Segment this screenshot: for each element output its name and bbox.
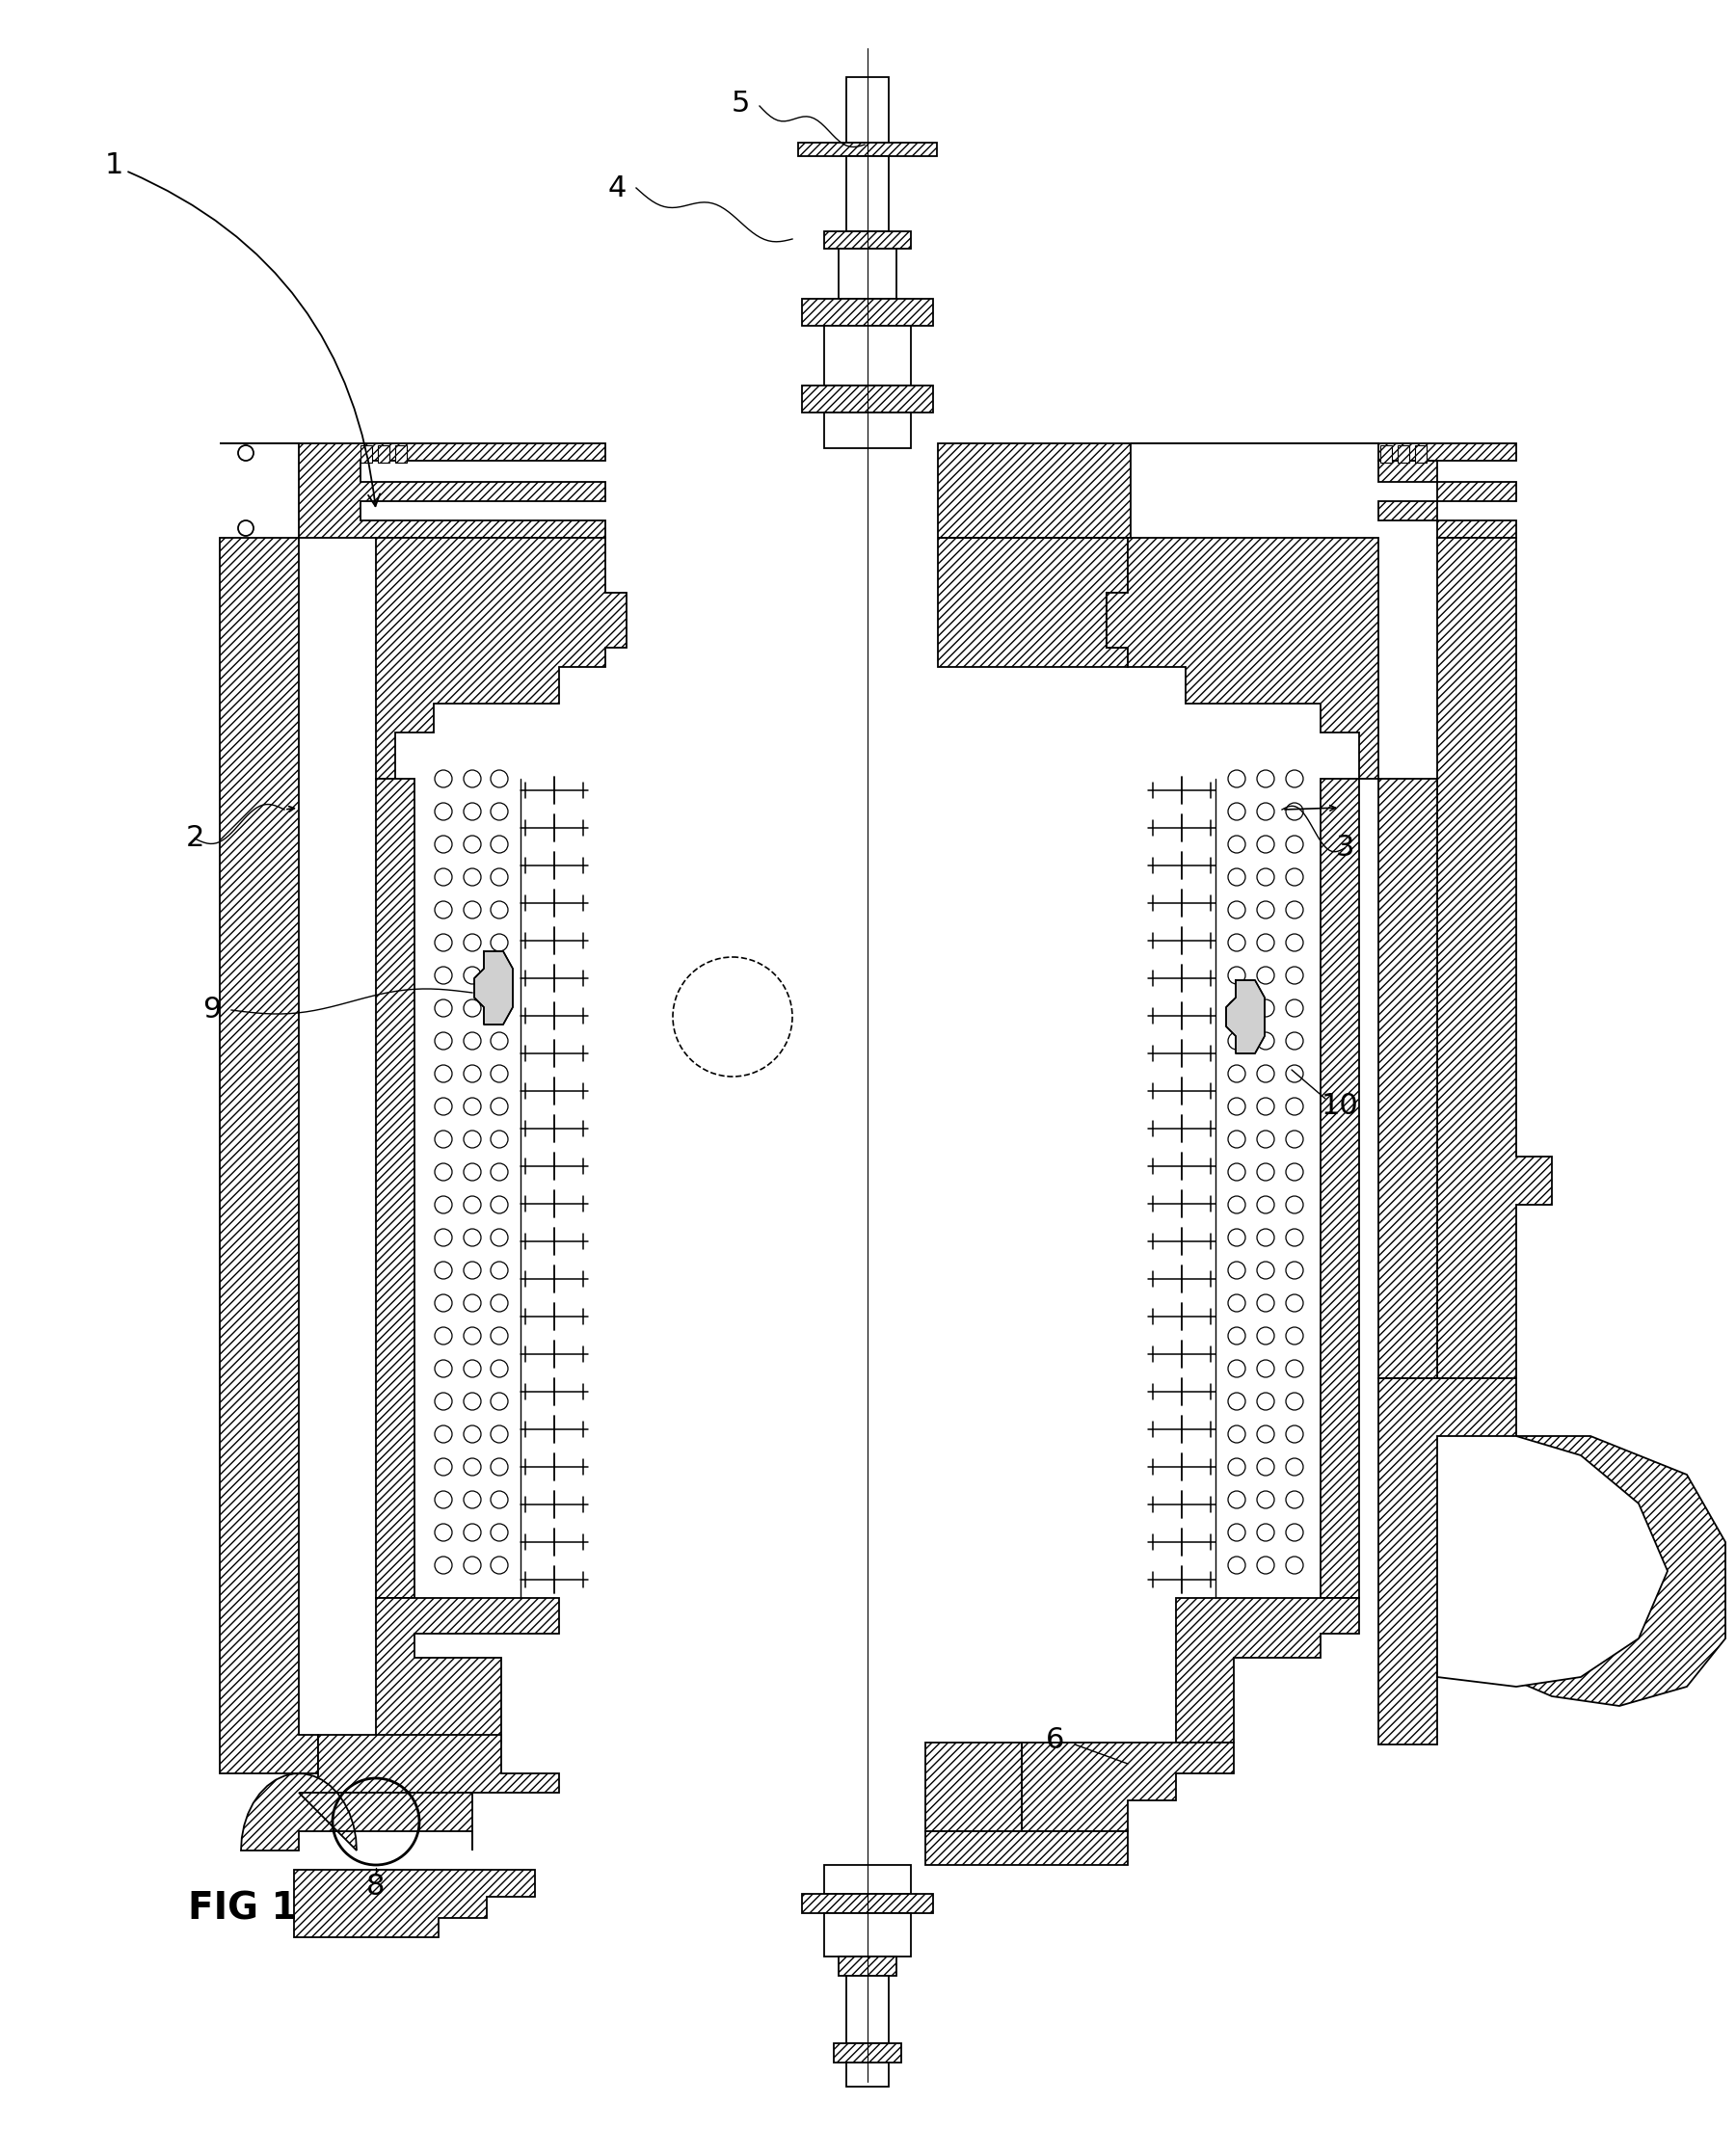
Polygon shape (937, 537, 1378, 780)
Polygon shape (377, 1598, 559, 1742)
Polygon shape (825, 413, 911, 447)
Polygon shape (799, 143, 937, 155)
Polygon shape (361, 445, 372, 462)
Polygon shape (396, 445, 406, 462)
Polygon shape (838, 1957, 896, 1977)
Text: 8: 8 (366, 1872, 385, 1902)
Polygon shape (802, 386, 932, 413)
Text: 1: 1 (104, 151, 380, 507)
Polygon shape (847, 1977, 889, 2043)
Polygon shape (1437, 1436, 1668, 1687)
Polygon shape (1023, 1742, 1234, 1832)
Text: 2: 2 (186, 824, 205, 852)
Polygon shape (847, 2062, 889, 2087)
Polygon shape (1130, 443, 1516, 537)
Polygon shape (220, 443, 606, 537)
Text: 6: 6 (1047, 1725, 1064, 1753)
Polygon shape (1226, 980, 1264, 1054)
Polygon shape (802, 298, 932, 326)
Polygon shape (925, 1832, 1128, 1866)
Polygon shape (825, 1866, 911, 1894)
Polygon shape (220, 537, 318, 1774)
Polygon shape (1378, 1378, 1726, 1744)
Polygon shape (241, 1774, 472, 1851)
Polygon shape (318, 1734, 559, 1793)
Polygon shape (833, 2043, 901, 2062)
Circle shape (238, 520, 253, 537)
Polygon shape (474, 952, 512, 1025)
Polygon shape (377, 780, 415, 1598)
Polygon shape (802, 1894, 932, 1913)
Polygon shape (825, 232, 911, 249)
Circle shape (238, 445, 253, 460)
Text: FIG 1: FIG 1 (187, 1889, 297, 1928)
Polygon shape (1437, 537, 1552, 1378)
Text: 3: 3 (1335, 835, 1354, 863)
Polygon shape (1397, 445, 1410, 462)
Text: 10: 10 (1321, 1093, 1359, 1120)
Polygon shape (378, 445, 389, 462)
Polygon shape (1321, 780, 1359, 1598)
Polygon shape (377, 537, 627, 780)
Text: 9: 9 (203, 997, 222, 1025)
Polygon shape (937, 443, 1130, 667)
Polygon shape (293, 1870, 535, 1938)
Polygon shape (1175, 1598, 1359, 1742)
Polygon shape (847, 155, 889, 232)
Polygon shape (1415, 445, 1427, 462)
Polygon shape (825, 326, 911, 386)
Polygon shape (1378, 780, 1437, 1378)
Polygon shape (1380, 445, 1392, 462)
Polygon shape (847, 77, 889, 143)
Polygon shape (825, 1913, 911, 1957)
Text: 4: 4 (608, 175, 627, 202)
Polygon shape (925, 1742, 1023, 1832)
Text: 5: 5 (731, 89, 750, 117)
Polygon shape (838, 249, 896, 298)
